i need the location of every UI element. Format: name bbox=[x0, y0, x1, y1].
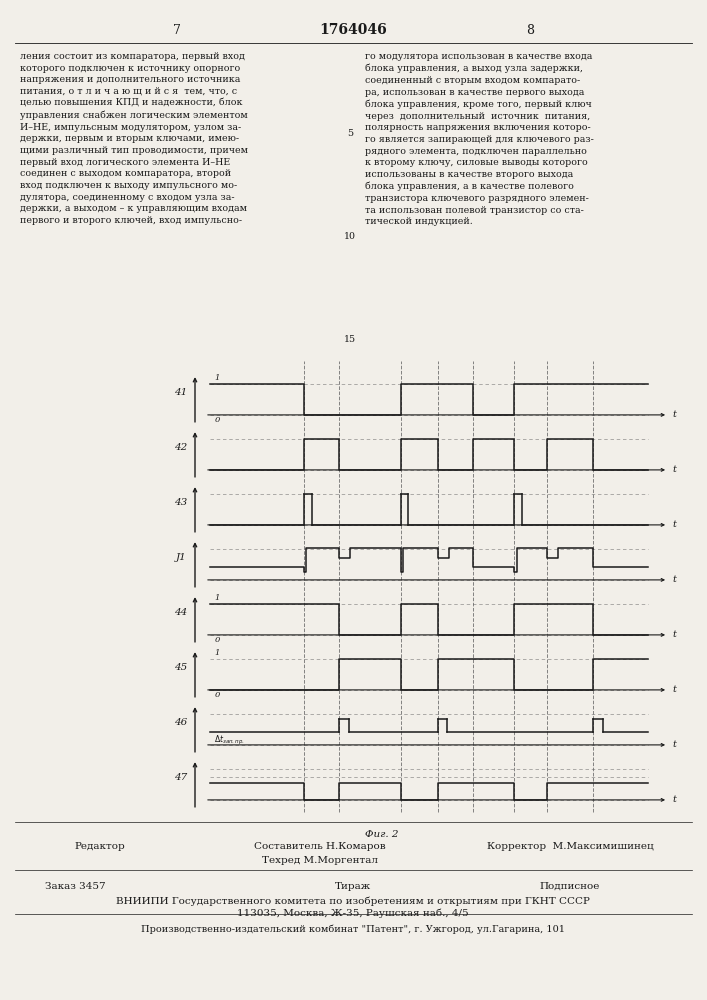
Text: Редактор: Редактор bbox=[75, 842, 125, 851]
Text: 113035, Москва, Ж-35, Раушская наб., 4/5: 113035, Москва, Ж-35, Раушская наб., 4/5 bbox=[237, 909, 469, 918]
Text: ВНИИПИ Государственного комитета по изобретениям и открытиям при ГКНТ СССР: ВНИИПИ Государственного комитета по изоб… bbox=[116, 896, 590, 906]
Text: t: t bbox=[672, 740, 676, 749]
Text: t: t bbox=[672, 795, 676, 804]
Text: 7: 7 bbox=[173, 23, 181, 36]
Text: 41: 41 bbox=[174, 388, 187, 397]
Text: ления состоит из компаратора, первый вход
которого подключен к источнику опорног: ления состоит из компаратора, первый вхо… bbox=[20, 52, 248, 225]
Text: t: t bbox=[672, 410, 676, 419]
Text: t: t bbox=[672, 575, 676, 584]
Text: Корректор  М.Максимишинец: Корректор М.Максимишинец bbox=[486, 842, 653, 851]
Text: 0: 0 bbox=[214, 636, 220, 644]
Text: 44: 44 bbox=[174, 608, 187, 617]
Text: 46: 46 bbox=[174, 718, 187, 727]
Text: Техред М.Моргентал: Техред М.Моргентал bbox=[262, 856, 378, 865]
Text: Производственно-издательский комбинат "Патент", г. Ужгород, ул.Гагарина, 101: Производственно-издательский комбинат "П… bbox=[141, 925, 565, 934]
Text: 0: 0 bbox=[214, 691, 220, 699]
Text: t: t bbox=[672, 630, 676, 639]
Text: 0: 0 bbox=[214, 416, 220, 424]
Text: 5: 5 bbox=[347, 129, 353, 138]
Text: t: t bbox=[672, 465, 676, 474]
Text: Тираж: Тираж bbox=[335, 882, 371, 891]
Text: го модулятора использован в качестве входа
блока управления, а выход узла задерж: го модулятора использован в качестве вхо… bbox=[365, 52, 594, 226]
Text: Φиг. 2: Φиг. 2 bbox=[365, 830, 399, 839]
Text: Заказ 3457: Заказ 3457 bbox=[45, 882, 105, 891]
Text: 43: 43 bbox=[174, 498, 187, 507]
Text: 1764046: 1764046 bbox=[319, 23, 387, 37]
Text: t: t bbox=[672, 520, 676, 529]
Text: Составитель Н.Комаров: Составитель Н.Комаров bbox=[255, 842, 386, 851]
Text: 1: 1 bbox=[214, 374, 220, 382]
Text: $\Delta t_{зап.пр.}$: $\Delta t_{зап.пр.}$ bbox=[214, 734, 245, 747]
Text: J1: J1 bbox=[176, 553, 187, 562]
Text: 42: 42 bbox=[174, 443, 187, 452]
Text: 15: 15 bbox=[344, 334, 356, 344]
Text: 47: 47 bbox=[174, 773, 187, 782]
Text: 1: 1 bbox=[214, 594, 220, 602]
Text: 10: 10 bbox=[344, 232, 356, 241]
Text: 1: 1 bbox=[214, 649, 220, 657]
Text: t: t bbox=[672, 685, 676, 694]
Text: 45: 45 bbox=[174, 663, 187, 672]
Text: 8: 8 bbox=[526, 23, 534, 36]
Text: Подписное: Подписное bbox=[540, 882, 600, 891]
